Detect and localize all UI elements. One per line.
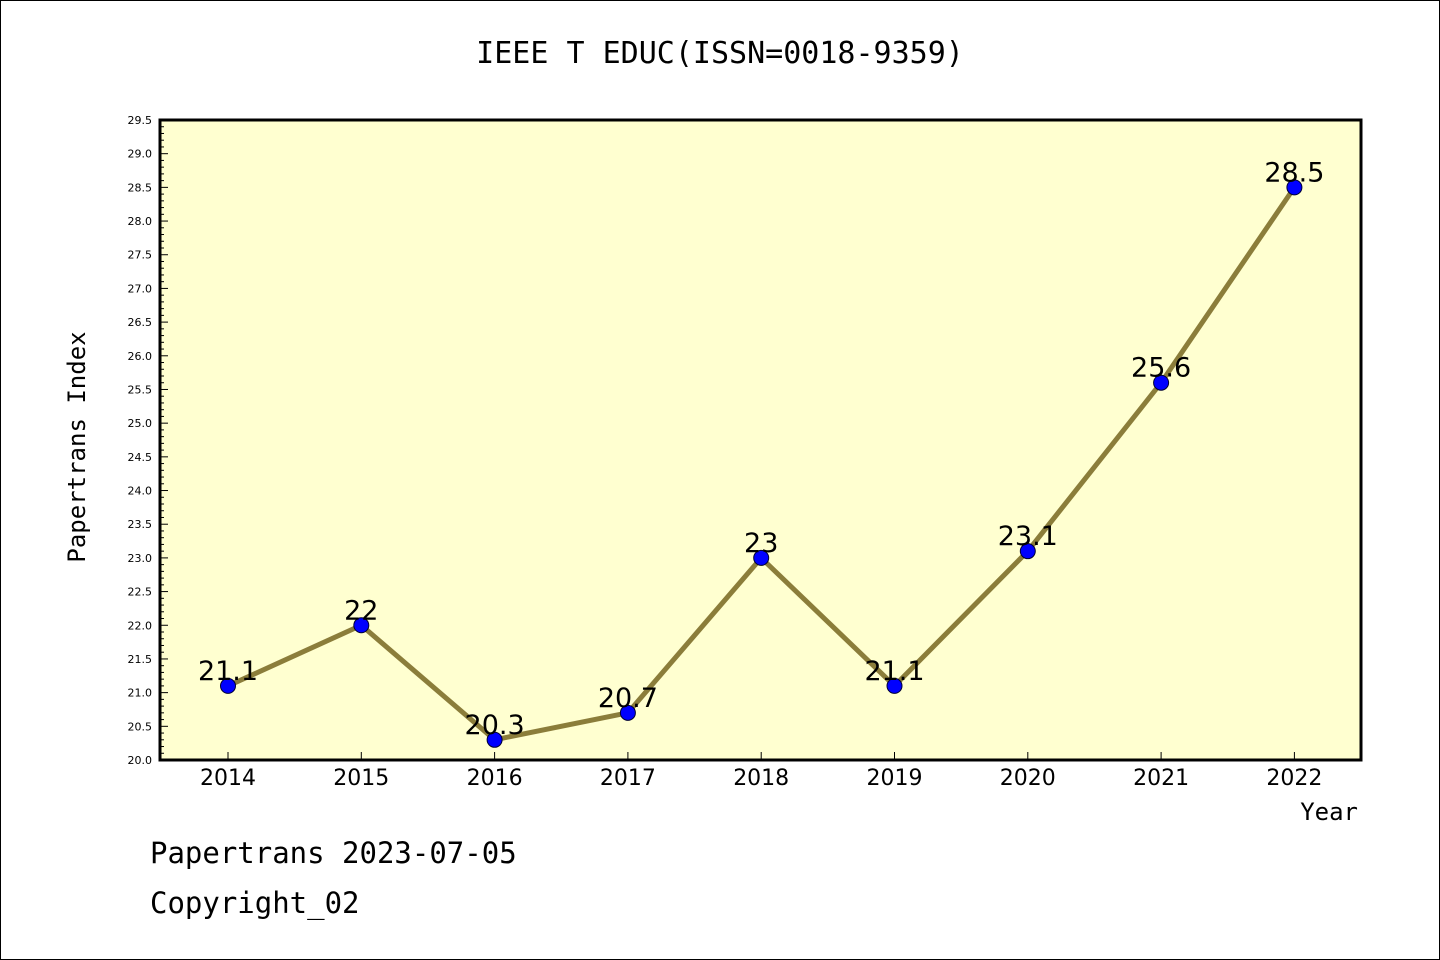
- x-tick-label: 2017: [600, 766, 656, 791]
- chart-title: IEEE T EDUC(ISSN=0018-9359): [476, 36, 964, 71]
- y-tick-label: 24.5: [128, 451, 153, 464]
- data-label: 23.1: [998, 521, 1058, 552]
- x-tick-label: 2022: [1266, 766, 1322, 791]
- footer-date: Papertrans 2023-07-05: [150, 836, 517, 870]
- y-tick-label: 21.5: [128, 653, 153, 666]
- x-tick-label: 2020: [1000, 766, 1056, 791]
- y-tick-label: 22.0: [128, 619, 153, 632]
- series-points: [220, 179, 1303, 748]
- y-tick-label: 23.5: [128, 518, 153, 531]
- x-tick-label: 2018: [733, 766, 789, 791]
- y-tick-label: 23.0: [128, 552, 153, 565]
- x-tick-label: 2015: [333, 766, 389, 791]
- x-tick-label: 2021: [1133, 766, 1189, 791]
- y-tick-label: 28.0: [128, 215, 153, 228]
- data-label: 28.5: [1264, 157, 1324, 188]
- data-point: [753, 549, 770, 566]
- data-point: [1286, 179, 1303, 196]
- y-tick-label: 27.5: [128, 249, 153, 262]
- y-axis: 20.0 20.5 21.0 21.5 22.0 22.5 23.0 23.5 24.0 24.5…: [128, 114, 168, 767]
- data-label: 25.6: [1131, 353, 1191, 384]
- y-tick-label: 24.0: [128, 485, 153, 498]
- footer-copyright: Copyright_02: [150, 886, 360, 920]
- data-label: 20.7: [598, 683, 658, 714]
- y-tick-label: 22.5: [128, 586, 153, 599]
- plot-area: [158, 118, 1363, 762]
- data-label: 23: [744, 528, 778, 559]
- data-label: 20.3: [465, 710, 525, 741]
- data-point: [1153, 374, 1170, 391]
- data-label: 21.1: [198, 656, 258, 687]
- data-point: [619, 704, 636, 721]
- data-point: [486, 731, 503, 748]
- x-axis-label: Year: [1300, 798, 1358, 826]
- x-tick-label: 2016: [467, 766, 523, 791]
- y-tick-label: 28.5: [128, 181, 153, 194]
- data-point: [886, 677, 903, 694]
- y-tick-label: 25.0: [128, 417, 153, 430]
- data-labels: 21.1 22 20.3 20.7 23 21.1 23.1 25.6 28.5: [198, 157, 1325, 740]
- data-label: 22: [344, 595, 378, 626]
- x-axis: 2014 2015 2016 2017 2018 2019 2020 2021 2022: [200, 752, 1322, 791]
- data-point: [353, 617, 370, 634]
- y-tick-label: 26.5: [128, 316, 153, 329]
- y-tick-label: 29.0: [128, 148, 153, 161]
- y-tick-label: 21.0: [128, 687, 153, 700]
- data-point: [1019, 543, 1036, 560]
- y-tick-label: 20.5: [128, 720, 153, 733]
- y-tick-label: 25.5: [128, 383, 153, 396]
- y-tick-label: 20.0: [128, 754, 153, 767]
- y-tick-label: 29.5: [128, 114, 153, 127]
- data-label: 21.1: [864, 656, 924, 687]
- x-tick-label: 2019: [867, 766, 923, 791]
- y-axis-label: Papertrans Index: [63, 331, 91, 562]
- y-tick-label: 27.0: [128, 282, 153, 295]
- y-tick-label: 26.0: [128, 350, 153, 363]
- data-point: [220, 677, 236, 694]
- x-tick-label: 2014: [200, 766, 256, 791]
